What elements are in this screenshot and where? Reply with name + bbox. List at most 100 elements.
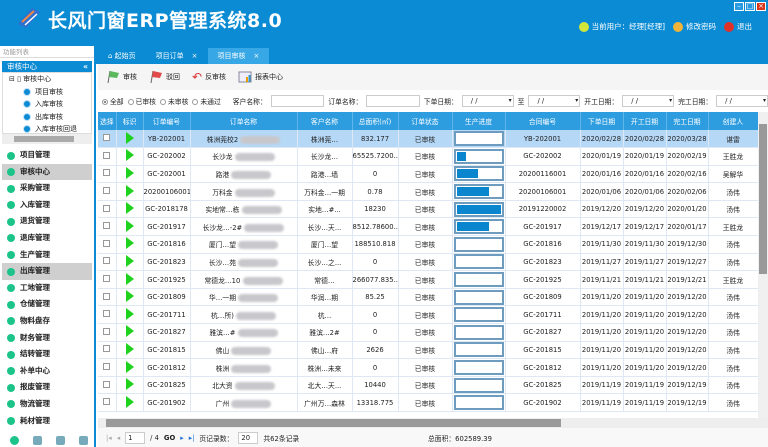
tree-root[interactable]: ⊟ ▯ 审核中心 bbox=[9, 75, 52, 83]
column-header[interactable]: 下单日期 bbox=[580, 112, 624, 130]
radio-approved[interactable]: 已审核 bbox=[127, 96, 156, 106]
maximize-button[interactable]: □ bbox=[745, 2, 755, 11]
order-name-input[interactable] bbox=[366, 95, 420, 107]
prev-page-button[interactable]: ◂ bbox=[116, 433, 121, 442]
sidebar-item[interactable]: 入库管理 bbox=[2, 197, 92, 214]
sidebar-item[interactable]: 补单中心 bbox=[2, 363, 92, 380]
column-header[interactable]: 开工日期 bbox=[623, 112, 667, 130]
next-page-button[interactable]: ▸ bbox=[180, 433, 184, 442]
user-card-icon[interactable] bbox=[79, 436, 88, 445]
table-row[interactable]: 20200106001 万科金 万科金…一期 0.78 已审核 20200106001 2… bbox=[98, 182, 758, 201]
tab-project-review[interactable]: 项目审核 × bbox=[207, 48, 270, 64]
logout-link[interactable]: 退出 bbox=[724, 21, 752, 32]
change-password-link[interactable]: 修改密码 bbox=[673, 21, 716, 32]
row-checkbox[interactable] bbox=[103, 310, 111, 318]
table-row[interactable]: GC-202002 长沙龙 长沙龙… 65525.7200... 已审核 GC-2020… bbox=[98, 147, 758, 166]
column-header[interactable]: 合同编号 bbox=[505, 112, 581, 130]
row-checkbox[interactable] bbox=[103, 380, 111, 388]
sidebar-item[interactable]: 项目管理 bbox=[2, 147, 92, 164]
row-checkbox[interactable] bbox=[103, 345, 111, 353]
table-row[interactable]: GC-201823 长沙…苑 长沙…之... 0 已审核 GC-201823 2019/1… bbox=[98, 253, 758, 272]
table-row[interactable]: GC-201812 株洲 株洲…未来 0 已审核 GC-201812 2019/11/20… bbox=[98, 358, 758, 377]
column-header[interactable]: 选择 bbox=[98, 112, 117, 130]
page-input[interactable]: 1 bbox=[125, 431, 146, 444]
close-tab-icon[interactable]: × bbox=[191, 52, 198, 60]
reject-button[interactable]: 驳回 bbox=[149, 70, 180, 84]
tree-item-outbound-review[interactable]: 出库审核 bbox=[9, 111, 91, 124]
sidebar-item[interactable]: 退库管理 bbox=[2, 230, 92, 247]
sidebar-item[interactable]: 仓储管理 bbox=[2, 296, 92, 313]
sidebar-item[interactable]: 物流管理 bbox=[2, 396, 92, 413]
last-page-button[interactable]: ▸| bbox=[188, 433, 195, 442]
circle-icon[interactable] bbox=[10, 436, 19, 445]
row-checkbox[interactable] bbox=[103, 169, 111, 177]
table-row[interactable]: GC-201816 厦门…望 厦门…望 188510.818 已审核 GC-201816… bbox=[98, 235, 758, 254]
sidebar-item[interactable]: 审核中心 bbox=[2, 163, 92, 181]
table-row[interactable]: GC-201825 北大资 北大…天... 10440 已审核 GC-201825 201… bbox=[98, 376, 758, 395]
table-row[interactable]: GC-2018178 实地常…栋 实地…#... 18230 已审核 201912200… bbox=[98, 200, 758, 219]
row-checkbox[interactable] bbox=[103, 187, 111, 195]
sidebar-item[interactable]: 出库管理 bbox=[2, 263, 92, 280]
row-checkbox[interactable] bbox=[103, 257, 111, 265]
table-row[interactable]: GC-201902 广州 广州万…森林 13318.775 已审核 GC-201902 2… bbox=[98, 393, 758, 412]
column-header[interactable]: 标识 bbox=[116, 112, 144, 130]
column-header[interactable]: 总面积(㎡) bbox=[352, 112, 399, 130]
radio-unapproved[interactable]: 未审核 bbox=[159, 96, 188, 106]
approve-button[interactable]: 审核 bbox=[106, 70, 137, 84]
report-center-button[interactable]: 报表中心 bbox=[238, 70, 283, 84]
row-checkbox[interactable] bbox=[103, 398, 111, 406]
sidebar-item[interactable]: 财务管理 bbox=[2, 330, 92, 347]
row-checkbox[interactable] bbox=[103, 204, 111, 212]
row-checkbox[interactable] bbox=[103, 222, 111, 230]
sidebar-item[interactable]: 耗材管理 bbox=[2, 413, 92, 430]
table-row[interactable]: GC-201711 杭…所) 杭… 0 已审核 GC-201711 2019/11/20 2… bbox=[98, 305, 758, 325]
column-header[interactable]: 订单名称 bbox=[190, 112, 298, 130]
row-checkbox[interactable] bbox=[103, 239, 111, 247]
column-header[interactable]: 生产进度 bbox=[452, 112, 506, 130]
close-button[interactable]: × bbox=[756, 2, 766, 11]
customer-input[interactable] bbox=[270, 95, 325, 107]
tree-item-inbound-rollback[interactable]: 入库审核回退 bbox=[9, 123, 91, 133]
table-row[interactable]: GC-201917 长沙龙…-2# 长沙…天... 8512.78600... 已审核… bbox=[98, 217, 758, 237]
column-header[interactable]: 完工日期 bbox=[666, 112, 709, 130]
table-row[interactable]: GC-201827 雅滨…# 雅滨…2# 0 已审核 GC-201827 2019/11/… bbox=[98, 323, 758, 342]
start-date-input[interactable]: / / bbox=[622, 95, 675, 107]
table-row[interactable]: GC-201815 佛山 佛山…府 2626 已审核 GC-201815 2019/11/… bbox=[98, 341, 758, 360]
sidebar-item[interactable]: 采购管理 bbox=[2, 180, 92, 197]
collapse-icon[interactable]: « bbox=[83, 62, 88, 71]
cart-icon[interactable] bbox=[33, 436, 42, 445]
tree-item-inbound-review[interactable]: 入库审核 bbox=[9, 98, 91, 111]
tree-item-project-review[interactable]: 项目审核 bbox=[9, 86, 91, 99]
radio-all[interactable]: 全部 bbox=[102, 96, 124, 106]
table-row[interactable]: GC-201925 常德龙…10 常德… 266077.835... 已审核 GC-20… bbox=[98, 270, 758, 289]
column-header[interactable]: 订单状态 bbox=[398, 112, 453, 130]
table-row[interactable]: GC-201809 华…一期 华润…期 85.25 已审核 GC-201809 2019/… bbox=[98, 288, 758, 307]
sidebar-item[interactable]: 工地管理 bbox=[2, 280, 92, 297]
order-date-to[interactable]: / / bbox=[528, 95, 581, 107]
sidebar-item[interactable]: 结转管理 bbox=[2, 346, 92, 363]
first-page-button[interactable]: |◂ bbox=[106, 433, 112, 442]
section-header[interactable]: 审核中心 « bbox=[2, 61, 92, 72]
order-date-from[interactable]: / / bbox=[461, 95, 514, 107]
table-row[interactable]: GC-202001 路港 路港…墙 0 已审核 20200116001 2020/01/1… bbox=[98, 165, 758, 184]
close-tab-icon[interactable]: × bbox=[253, 52, 260, 60]
page-size-input[interactable]: 20 bbox=[238, 431, 259, 444]
column-header[interactable]: 订单编号 bbox=[143, 112, 191, 130]
column-header[interactable]: 客户名称 bbox=[297, 112, 353, 130]
unapprove-button[interactable]: ↶ 反审核 bbox=[192, 70, 227, 84]
column-header[interactable]: 创建人 bbox=[708, 112, 758, 130]
row-checkbox[interactable] bbox=[103, 292, 111, 300]
horizontal-scrollbar[interactable] bbox=[98, 418, 768, 428]
table-row[interactable]: YB-202001 株洲莞校2 株洲莞… 832.177 已审核 YB-202001 20… bbox=[98, 130, 758, 149]
row-checkbox[interactable] bbox=[103, 363, 111, 371]
row-checkbox[interactable] bbox=[103, 327, 111, 335]
tab-project-orders[interactable]: 项目订单 × bbox=[155, 52, 198, 60]
finish-date-input[interactable]: / / bbox=[716, 95, 768, 107]
sidebar-item[interactable]: 物料盘存 bbox=[2, 313, 92, 330]
sidebar-item[interactable]: 生产管理 bbox=[2, 247, 92, 264]
minimize-button[interactable]: – bbox=[734, 2, 744, 11]
vertical-scrollbar[interactable] bbox=[758, 112, 768, 418]
go-button[interactable]: GO bbox=[163, 433, 176, 442]
radio-rejected[interactable]: 未通过 bbox=[192, 96, 221, 106]
row-checkbox[interactable] bbox=[103, 151, 111, 159]
